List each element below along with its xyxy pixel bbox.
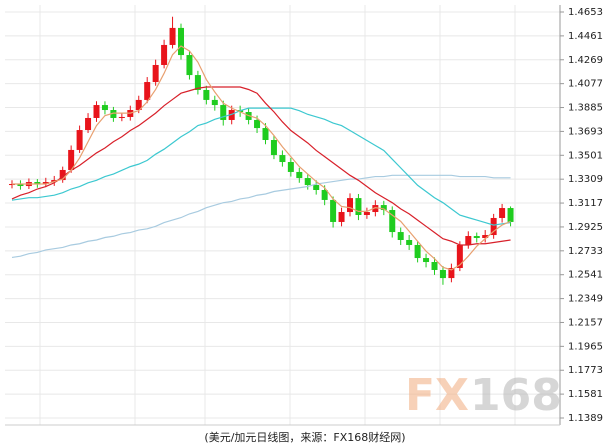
candle-body xyxy=(220,105,227,120)
moving-average xyxy=(11,86,511,246)
candle-body xyxy=(363,212,370,215)
candle-body xyxy=(152,64,159,83)
candle-body xyxy=(118,116,125,118)
candle-body xyxy=(59,169,66,181)
moving-average xyxy=(12,45,511,271)
candle-body xyxy=(85,117,92,131)
candle-body xyxy=(169,27,176,45)
candle-body xyxy=(321,189,328,200)
candle-body xyxy=(42,182,49,185)
y-tick-label: 1.3885 xyxy=(568,103,603,114)
candle-body xyxy=(186,55,193,76)
candle-body xyxy=(380,205,387,211)
candle-body xyxy=(254,119,261,129)
candle-body xyxy=(161,44,168,65)
candle-body xyxy=(423,258,430,263)
candle-body xyxy=(397,232,404,241)
candle-body xyxy=(194,75,201,90)
candle-body xyxy=(144,82,151,100)
candle-body xyxy=(490,217,497,236)
candle-body xyxy=(439,269,446,279)
candle-body xyxy=(473,236,480,239)
v-grid xyxy=(39,5,516,425)
candle-body xyxy=(389,210,396,233)
moving-average xyxy=(11,107,511,226)
y-tick-label: 1.1773 xyxy=(568,365,603,376)
y-tick-label: 1.2925 xyxy=(568,222,603,233)
caption: (美元/加元日线图，来源：FX168财经网) xyxy=(204,430,405,444)
y-tick-label: 1.3117 xyxy=(568,198,603,209)
candle-body xyxy=(406,240,413,245)
y-tick-label: 1.4461 xyxy=(568,31,603,42)
candle-body xyxy=(347,198,353,213)
candle-body xyxy=(482,235,489,239)
candle-body xyxy=(431,262,438,270)
y-tick-label: 1.4077 xyxy=(568,79,603,90)
candle-body xyxy=(414,244,421,259)
candle-body xyxy=(287,162,294,172)
y-tick-label: 1.4269 xyxy=(568,55,603,66)
candle-body xyxy=(456,244,463,268)
candle-body xyxy=(330,199,337,222)
candle-body xyxy=(68,149,75,170)
candle-body xyxy=(203,89,210,100)
candle-body xyxy=(304,178,311,186)
candle-body xyxy=(313,185,320,190)
y-tick-label: 1.1389 xyxy=(568,413,603,424)
y-tick-label: 1.4653 xyxy=(568,7,603,18)
candle-body xyxy=(372,205,379,213)
candle-body xyxy=(17,184,24,187)
watermark: 168 xyxy=(470,370,562,421)
candle-body xyxy=(507,208,514,222)
candle-body xyxy=(338,212,345,222)
candle-body xyxy=(355,198,362,215)
y-tick-label: 1.1581 xyxy=(568,389,603,400)
y-tick-label: 1.2157 xyxy=(568,317,603,328)
candle-body xyxy=(211,99,218,106)
candle-body xyxy=(279,155,286,163)
y-tick-label: 1.2349 xyxy=(568,294,603,305)
y-tick-label: 1.2733 xyxy=(568,246,603,257)
candle-body xyxy=(499,208,506,218)
candle-body xyxy=(178,27,184,56)
moving-average xyxy=(11,174,511,259)
candle-body xyxy=(76,130,83,150)
y-tick-label: 1.3693 xyxy=(568,126,603,137)
candle-body xyxy=(262,128,269,140)
candle-body xyxy=(465,236,472,245)
candle-body xyxy=(93,105,100,118)
candle-body xyxy=(34,182,41,185)
watermark: FX xyxy=(405,370,469,421)
y-tick-label: 1.2541 xyxy=(568,270,603,281)
candle-body xyxy=(448,267,455,279)
y-tick-label: 1.3501 xyxy=(568,150,603,161)
y-tick-label: 1.1965 xyxy=(568,341,603,352)
candle-body xyxy=(110,110,117,118)
candle-body xyxy=(101,105,108,111)
candle-body xyxy=(135,99,142,111)
y-tick-label: 1.3309 xyxy=(568,174,603,185)
candle-body xyxy=(296,171,303,179)
candle-body xyxy=(270,139,277,156)
